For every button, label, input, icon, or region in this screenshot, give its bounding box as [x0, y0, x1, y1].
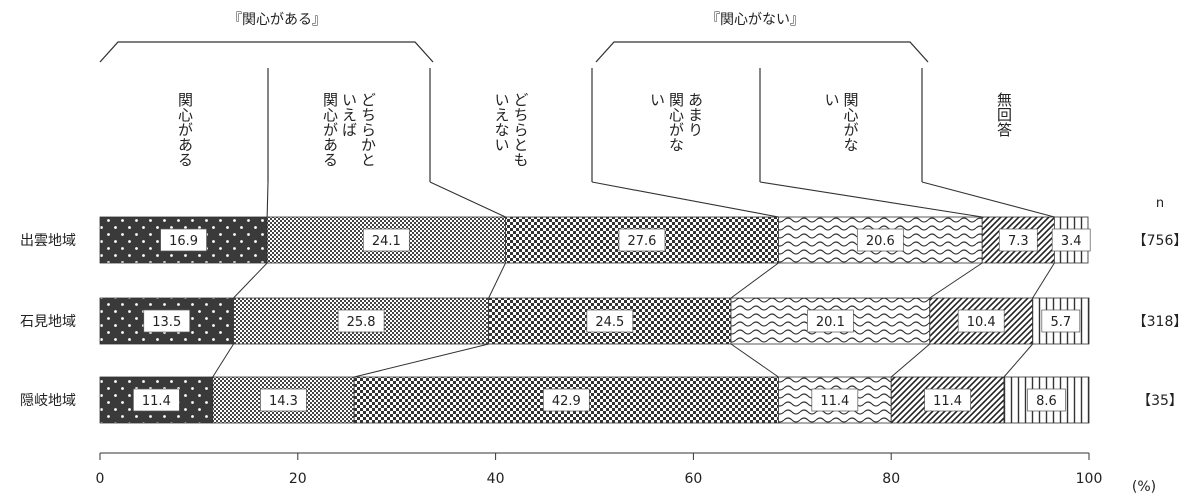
value-label-r0-s3: 20.6: [866, 234, 895, 249]
value-label-bg-r0-s4: [998, 228, 1038, 252]
value-label-r1-s2: 24.5: [595, 315, 624, 330]
header-0-line-0: 関心がある: [176, 92, 194, 167]
brace-not-interested: [595, 41, 929, 63]
header-leader-2: [591, 181, 779, 218]
brace-interested: [99, 41, 434, 63]
header-2-line-1: いえない: [493, 92, 511, 152]
header-3-line-2: い: [648, 92, 666, 107]
category-label-0: 出雲地域: [20, 233, 76, 249]
value-label-bg-r2-s0: [133, 388, 180, 412]
value-labels-layer: 16.9 24.1 27.6 20.6 7.3 3.4 13.5 25.8 24.5 20.1 10…: [133, 228, 1091, 412]
group-label-not-interested: 『関心がない』: [706, 12, 804, 28]
value-label-bg-r1-s1: [337, 309, 385, 333]
connector-r0-s4: [1032, 262, 1055, 299]
header-1-line-2: 関心がある: [321, 92, 339, 167]
category-label-2: 隠岐地域: [20, 393, 76, 409]
x-tick-label-2: 40: [487, 471, 505, 487]
connector-r0-s3: [929, 262, 983, 299]
value-label-bg-r1-s3: [807, 309, 854, 333]
value-label-bg-r2-s1: [260, 388, 307, 412]
value-label-bg-r0-s2: [618, 228, 666, 252]
value-label-bg-r1-s2: [586, 309, 634, 333]
x-tick-label-5: 100: [1076, 471, 1103, 487]
x-tick-label-4: 80: [882, 471, 900, 487]
connector-r0-s0: [233, 262, 268, 299]
value-label-r2-s0: 11.4: [142, 394, 171, 409]
connector-r1-s4: [1003, 343, 1034, 378]
header-2-line-0: どちらとも: [512, 92, 530, 167]
value-label-r1-s4: 10.4: [967, 315, 996, 330]
sample-size-1: 【318】: [1133, 314, 1188, 330]
value-label-r2-s2: 42.9: [552, 394, 581, 409]
value-label-r1-s3: 20.1: [816, 315, 845, 330]
header-leader-4: [921, 181, 1055, 218]
value-label-bg-r0-s0: [160, 228, 207, 252]
connector-r1-s3: [890, 343, 931, 378]
header-5-line-0: 無回答: [995, 92, 1013, 137]
value-label-bg-r0-s1: [362, 228, 410, 252]
value-label-r0-s0: 16.9: [169, 234, 198, 249]
value-label-r1-s5: 5.7: [1050, 315, 1071, 330]
n-label: n: [1156, 196, 1164, 211]
value-label-r0-s5: 3.4: [1061, 234, 1082, 249]
header-1-line-1: いえば: [340, 92, 358, 137]
header-4-line-1: い: [823, 92, 841, 107]
connector-lines: [212, 262, 1055, 378]
header-4-line-0: 関心がな: [842, 92, 860, 152]
connector-r1-s2: [730, 343, 779, 378]
header-1-line-0: どちらかと: [359, 92, 377, 167]
header-3-line-1: 関心がな: [667, 92, 685, 152]
value-label-r0-s2: 27.6: [627, 234, 656, 249]
value-label-bg-r2-s2: [542, 388, 590, 412]
value-label-bg-r1-s0: [143, 309, 191, 333]
header-leader-3: [759, 181, 983, 218]
x-tick-label-1: 20: [289, 471, 307, 487]
connector-r0-s2: [730, 262, 779, 299]
value-label-bg-r0-s5: [1051, 228, 1091, 252]
sample-size-0: 【756】: [1133, 233, 1188, 249]
value-label-r1-s0: 13.5: [152, 315, 181, 330]
value-label-bg-r0-s3: [856, 228, 904, 252]
value-label-bg-r2-s3: [811, 388, 859, 412]
group-label-interested: 『関心がある』: [228, 12, 326, 28]
x-tick-label-0: 0: [96, 471, 105, 487]
header-3-line-0: あまり: [686, 92, 704, 137]
x-axis-unit: (%): [1132, 479, 1156, 495]
value-label-r1-s1: 25.8: [347, 315, 376, 330]
value-label-bg-r2-s4: [924, 388, 971, 412]
value-label-r0-s4: 7.3: [1008, 234, 1029, 249]
connector-r1-s0: [212, 343, 234, 378]
category-label-1: 石見地域: [20, 314, 76, 330]
value-label-r2-s4: 11.4: [933, 394, 962, 409]
value-label-bg-r2-s5: [1027, 388, 1066, 412]
connector-r0-s1: [488, 262, 506, 299]
x-axis-ticks: 0 20 40 60 80 100: [96, 453, 1103, 487]
x-tick-label-3: 60: [684, 471, 702, 487]
value-label-r0-s1: 24.1: [372, 234, 401, 249]
value-label-bg-r1-s5: [1041, 309, 1081, 333]
value-label-r2-s3: 11.4: [820, 394, 849, 409]
header-leader-1: [429, 181, 506, 218]
bars-layer: [99, 216, 1090, 424]
sample-size-labels: 【756】【318】【35】: [1133, 233, 1188, 409]
header-leader-0: [266, 181, 269, 218]
connector-r1-s1: [354, 343, 489, 378]
value-label-bg-r1-s4: [957, 309, 1005, 333]
value-label-r2-s5: 8.6: [1036, 394, 1057, 409]
value-label-r2-s1: 14.3: [269, 394, 298, 409]
sample-size-2: 【35】: [1137, 393, 1183, 409]
